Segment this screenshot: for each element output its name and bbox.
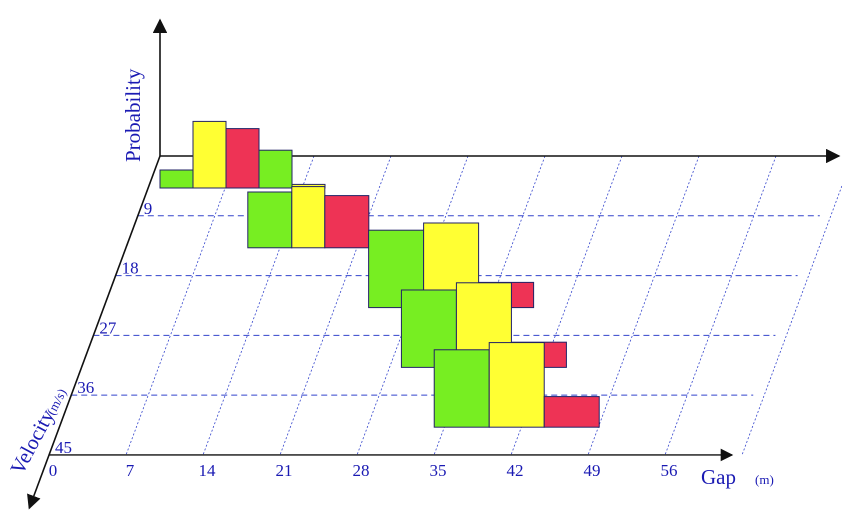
bar-red (225, 128, 260, 189)
y-tick-label: 18 (122, 259, 139, 278)
gap-gridline (587, 155, 700, 456)
x-tick-label: 28 (353, 461, 370, 480)
x-axis-title: Gap (701, 465, 736, 489)
bar-red (324, 195, 370, 249)
bar-yellow (488, 342, 545, 428)
y-tick-label: 45 (55, 438, 72, 457)
x-tick-label: 21 (276, 461, 293, 480)
bar-green (433, 349, 490, 428)
bar-green (247, 191, 293, 249)
x-tick-label: 42 (507, 461, 524, 480)
z-axis-title: Probability (121, 68, 145, 162)
bar-green (368, 229, 425, 309)
velocity-axis (27, 155, 161, 510)
bar-yellow (291, 186, 326, 249)
gap-gridline (741, 184, 842, 456)
x-tick-label: 49 (584, 461, 601, 480)
gap-gridline (279, 155, 392, 456)
y-tick-label: 9 (144, 199, 153, 218)
gap-gridline (664, 155, 777, 456)
bar-green (258, 149, 293, 189)
x-tick-label: 35 (430, 461, 447, 480)
bar-red (543, 396, 600, 428)
x-tick-label: 0 (49, 461, 58, 480)
gap-gridline (356, 155, 469, 456)
x-tick-label: 14 (199, 461, 217, 480)
x-axis-unit: (m) (755, 472, 774, 487)
x-tick-label: 56 (661, 461, 678, 480)
y-tick-label: 27 (99, 318, 117, 337)
bar-yellow (192, 120, 227, 189)
y-tick-label: 36 (77, 378, 94, 397)
x-tick-label: 7 (126, 461, 135, 480)
gap-gridline (125, 155, 238, 456)
bar-green (159, 169, 194, 189)
bars (159, 120, 600, 428)
